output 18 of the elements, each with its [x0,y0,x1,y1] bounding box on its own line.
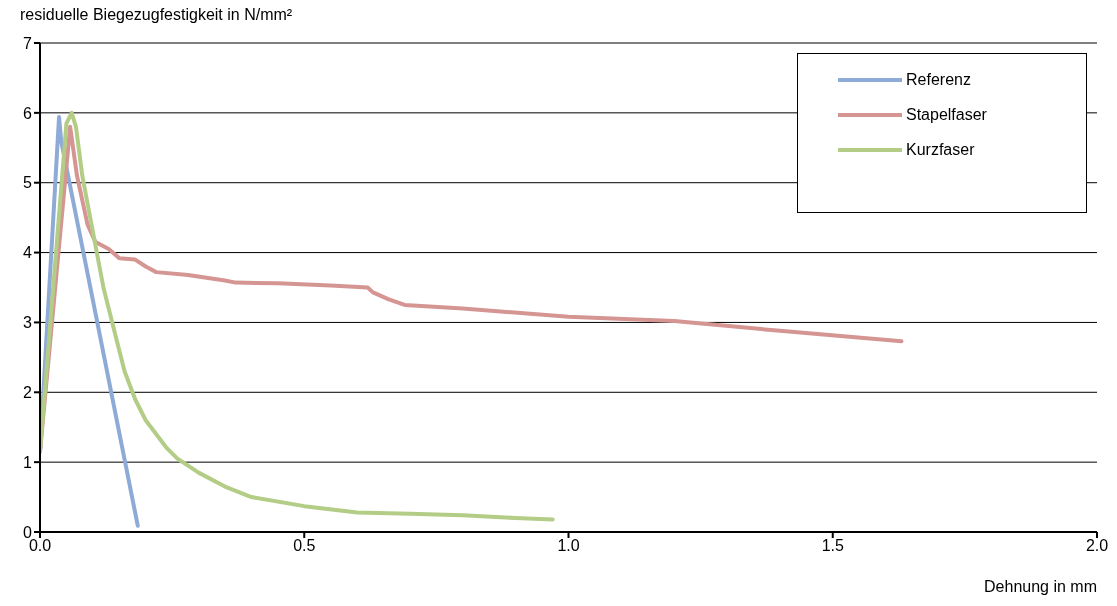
x-axis-title: Dehnung in mm [984,578,1097,595]
y-tick-label: 6 [23,104,33,122]
x-tick-label: 1.0 [557,537,580,555]
y-tick-label: 3 [23,314,33,332]
legend-label: Referenz [906,70,971,89]
x-tick-label: 0.5 [293,537,316,555]
legend-label: Stapelfaser [906,105,987,124]
y-tick-label: 1 [23,453,33,471]
x-tick-label: 1.5 [821,537,844,555]
line-series [40,110,555,522]
legend-label: Kurzfaser [906,140,975,159]
y-tick-label: 7 [23,34,33,52]
y-tick-label: 5 [23,174,33,192]
y-axis-title: residuelle Biegezugfestigkeit in N/mm² [20,6,293,24]
y-tick-label: 4 [23,244,33,262]
x-tick-label: 0.0 [28,537,52,555]
x-tick-label: 2.0 [1085,537,1109,555]
y-tick-label: 2 [23,383,33,401]
